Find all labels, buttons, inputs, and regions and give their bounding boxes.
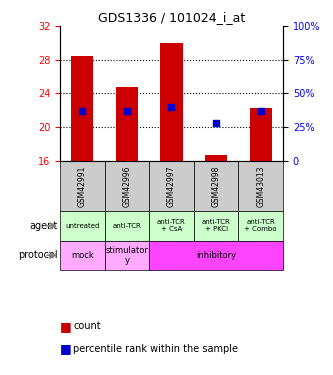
Point	[80, 108, 85, 114]
Text: GSM42998: GSM42998	[211, 165, 221, 207]
Text: GSM43013: GSM43013	[256, 165, 265, 207]
Text: protocol: protocol	[18, 250, 58, 260]
Text: anti-TCR: anti-TCR	[113, 223, 141, 229]
Bar	[116, 87, 138, 161]
Text: anti-TCR
+ CsA: anti-TCR + CsA	[157, 219, 186, 232]
Text: agent: agent	[29, 221, 58, 231]
Text: anti-TCR
+ Combo: anti-TCR + Combo	[244, 219, 277, 232]
Bar	[249, 108, 272, 161]
Text: inhibitory: inhibitory	[196, 251, 236, 260]
Text: GSM42991: GSM42991	[78, 165, 87, 207]
FancyBboxPatch shape	[149, 161, 194, 211]
FancyBboxPatch shape	[238, 161, 283, 211]
Point	[213, 120, 219, 126]
Text: GSM42996: GSM42996	[122, 165, 132, 207]
FancyBboxPatch shape	[105, 211, 149, 241]
Text: ■: ■	[60, 342, 72, 355]
Text: stimulator
y: stimulator y	[106, 246, 148, 265]
Bar	[71, 56, 93, 161]
FancyBboxPatch shape	[60, 211, 105, 241]
FancyBboxPatch shape	[194, 161, 238, 211]
FancyBboxPatch shape	[238, 211, 283, 241]
Text: ■: ■	[60, 320, 72, 333]
FancyBboxPatch shape	[105, 161, 149, 211]
Bar	[161, 43, 182, 161]
Text: mock: mock	[71, 251, 94, 260]
Text: GSM42997: GSM42997	[167, 165, 176, 207]
Point	[258, 108, 263, 114]
Text: percentile rank within the sample: percentile rank within the sample	[73, 344, 238, 354]
FancyBboxPatch shape	[194, 211, 238, 241]
Text: anti-TCR
+ PKCi: anti-TCR + PKCi	[202, 219, 230, 232]
FancyBboxPatch shape	[105, 241, 149, 270]
FancyBboxPatch shape	[60, 241, 105, 270]
Bar	[205, 155, 227, 161]
Title: GDS1336 / 101024_i_at: GDS1336 / 101024_i_at	[98, 11, 245, 24]
FancyBboxPatch shape	[149, 241, 283, 270]
FancyBboxPatch shape	[149, 211, 194, 241]
FancyBboxPatch shape	[60, 161, 105, 211]
Point	[169, 104, 174, 110]
Point	[124, 108, 130, 114]
Text: untreated: untreated	[65, 223, 100, 229]
Text: count: count	[73, 321, 101, 331]
